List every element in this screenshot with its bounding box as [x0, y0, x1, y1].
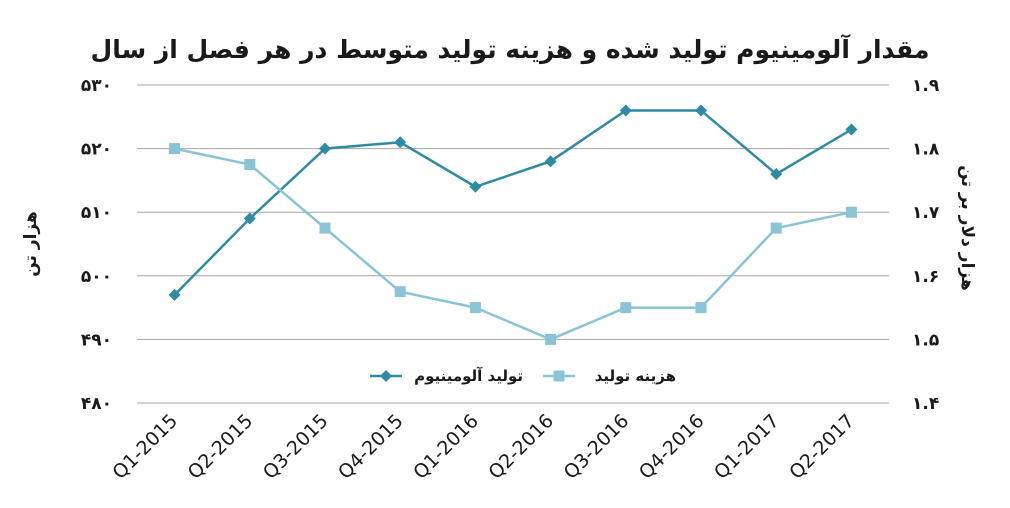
left-tick-label: ۴۹۰ — [81, 330, 112, 350]
data-point-cost — [620, 302, 632, 314]
right-axis-ticks: ۱.۴ ۱.۵ ۱.۶ ۱.۷ ۱.۸ ۱.۹ — [912, 76, 940, 414]
left-axis-ticks: ۴۸۰ ۴۹۰ ۵۰۰ ۵۱۰ ۵۲۰ ۵۳۰ — [81, 76, 112, 414]
data-point-production — [619, 104, 632, 117]
right-tick-label: ۱.۷ — [912, 203, 940, 223]
left-tick-label: ۵۲۰ — [81, 140, 112, 160]
x-tick-label: Q2-2017 — [785, 410, 859, 484]
gridlines — [137, 84, 889, 404]
x-tick-label: Q2-2015 — [184, 410, 258, 484]
legend-label-production: تولید آلومینیوم — [414, 367, 523, 385]
data-point-production — [695, 104, 707, 117]
x-tick-label: Q1-2015 — [108, 410, 182, 484]
data-point-production — [845, 123, 858, 136]
x-tick-label: Q4-2016 — [635, 410, 709, 484]
data-point-cost — [845, 206, 857, 218]
left-axis-label: هزار تن — [21, 211, 41, 277]
left-tick-label: ۴۸۰ — [81, 394, 112, 414]
right-tick-label: ۱.۶ — [912, 267, 939, 287]
legend-marker-cost — [553, 370, 565, 382]
right-tick-label: ۱.۹ — [912, 76, 940, 96]
legend-marker-production — [380, 370, 392, 382]
series-line-cost — [174, 147, 852, 341]
series-line-production — [173, 109, 853, 296]
data-point-production — [770, 168, 783, 181]
x-tick-label: Q1-2016 — [409, 410, 483, 484]
x-tick-label: Q1-2017 — [710, 410, 784, 484]
right-tick-label: ۱.۵ — [912, 330, 939, 350]
legend: تولید آلومینیوم هزینه تولید — [370, 367, 676, 385]
series-layer — [168, 104, 858, 345]
data-point-production — [243, 212, 256, 225]
data-point-cost — [469, 302, 481, 314]
data-point-cost — [169, 143, 181, 155]
left-tick-label: ۵۳۰ — [81, 76, 112, 96]
legend-label-cost: هزینه تولید — [595, 367, 676, 385]
data-point-cost — [319, 222, 331, 234]
x-tick-label: Q3-2016 — [560, 410, 634, 484]
data-point-cost — [244, 159, 256, 170]
right-axis-label: هزار دلار بر تن — [957, 165, 977, 291]
data-point-cost — [545, 333, 557, 345]
data-point-production — [469, 180, 482, 193]
data-point-production — [544, 155, 557, 168]
x-tick-label: Q2-2016 — [484, 410, 558, 484]
data-point-production — [168, 288, 181, 301]
data-point-cost — [394, 286, 406, 298]
data-point-cost — [695, 302, 707, 314]
left-tick-label: ۵۱۰ — [81, 203, 112, 223]
right-tick-label: ۱.۸ — [912, 140, 940, 160]
data-point-cost — [770, 222, 782, 234]
right-tick-label: ۱.۴ — [912, 394, 939, 414]
left-tick-label: ۵۰۰ — [81, 267, 112, 287]
chart-title: مقدار آلومینیوم تولید شده و هزینه تولید … — [91, 34, 930, 65]
x-tick-label: Q4-2015 — [334, 410, 408, 484]
x-tick-label: Q3-2015 — [259, 410, 333, 484]
data-point-production — [394, 136, 407, 149]
x-axis-ticks: Q1-2015 Q2-2015 Q3-2015 Q4-2015 Q1-2016 Q2-20… — [108, 410, 859, 484]
data-point-production — [319, 142, 331, 155]
